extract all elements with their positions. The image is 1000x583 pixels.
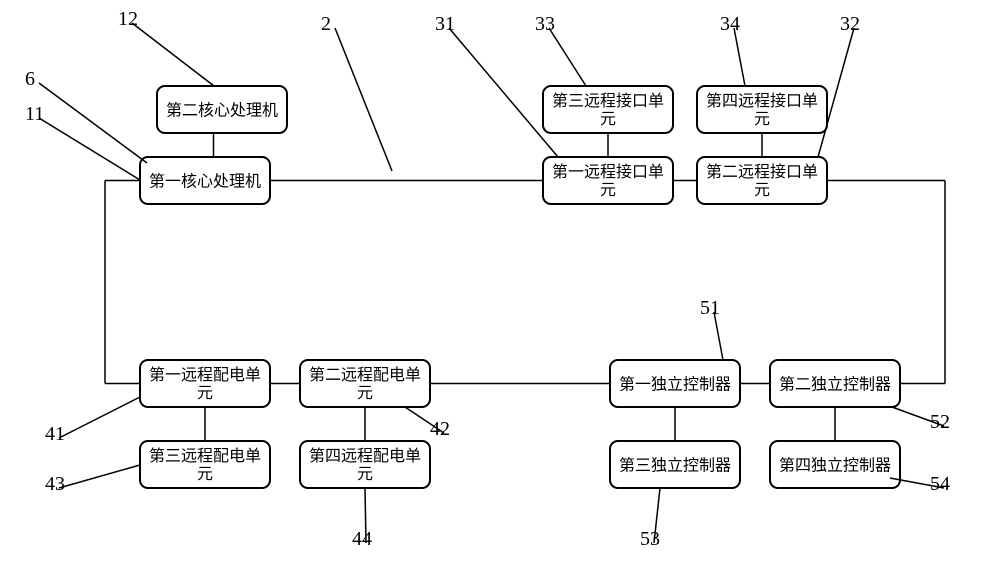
callout-leader <box>59 465 140 488</box>
callout-34: 34 <box>720 13 740 35</box>
callout-33: 33 <box>535 13 555 35</box>
node-label: 元 <box>357 466 373 483</box>
callout-51: 51 <box>700 297 720 319</box>
callout-leader <box>132 23 214 86</box>
node-label: 第二核心处理机 <box>166 102 278 120</box>
node-label: 第三远程接口单 <box>552 92 664 110</box>
remote-interface-unit-4: 第四远程接口单元 <box>697 86 827 133</box>
node-label: 第三独立控制器 <box>619 457 731 475</box>
node-label: 第二远程配电单 <box>309 366 421 384</box>
callout-6: 6 <box>25 68 35 90</box>
node-label: 第一核心处理机 <box>149 173 261 191</box>
callout-2: 2 <box>321 13 331 35</box>
node-label: 第二独立控制器 <box>779 376 891 394</box>
node-label: 第四远程配电单 <box>309 447 421 465</box>
core-processor-2: 第二核心处理机 <box>157 86 287 133</box>
node-label: 第一远程接口单 <box>552 163 664 181</box>
node-label: 元 <box>357 385 373 402</box>
node-label: 第四独立控制器 <box>779 457 891 475</box>
callout-42: 42 <box>430 418 450 440</box>
node-label: 元 <box>197 466 213 483</box>
callout-53: 53 <box>640 528 660 550</box>
node-label: 元 <box>754 182 770 199</box>
remote-power-unit-4: 第四远程配电单元 <box>300 441 430 488</box>
node-label: 第一远程配电单 <box>149 366 261 384</box>
remote-power-unit-3: 第三远程配电单元 <box>140 441 270 488</box>
remote-interface-unit-1: 第一远程接口单元 <box>543 157 673 204</box>
callout-41: 41 <box>45 423 65 445</box>
callout-11: 11 <box>25 103 44 125</box>
node-label: 元 <box>600 182 616 199</box>
callout-leader <box>714 312 723 360</box>
independent-controller-3: 第三独立控制器 <box>610 441 740 488</box>
callout-52: 52 <box>930 411 950 433</box>
callout-leader <box>449 28 558 157</box>
callout-44: 44 <box>352 528 372 550</box>
callout-12: 12 <box>118 8 138 30</box>
node-label: 元 <box>754 111 770 128</box>
callout-32: 32 <box>840 13 860 35</box>
core-processor-1: 第一核心处理机 <box>140 157 270 204</box>
remote-interface-unit-3: 第三远程接口单元 <box>543 86 673 133</box>
node-label: 元 <box>197 385 213 402</box>
node-label: 元 <box>600 111 616 128</box>
callout-leader <box>734 28 745 86</box>
remote-power-unit-1: 第一远程配电单元 <box>140 360 270 407</box>
callout-43: 43 <box>45 473 65 495</box>
node-label: 第三远程配电单 <box>149 447 261 465</box>
independent-controller-4: 第四独立控制器 <box>770 441 900 488</box>
callout-leader <box>549 28 586 86</box>
callout-leader <box>335 28 392 171</box>
callout-leader <box>39 118 140 180</box>
remote-power-unit-2: 第二远程配电单元 <box>300 360 430 407</box>
node-label: 第二远程接口单 <box>706 163 818 181</box>
node-label: 第四远程接口单 <box>706 92 818 110</box>
remote-interface-unit-2: 第二远程接口单元 <box>697 157 827 204</box>
independent-controller-1: 第一独立控制器 <box>610 360 740 407</box>
callout-leader <box>59 397 140 438</box>
callout-54: 54 <box>930 473 950 495</box>
independent-controller-2: 第二独立控制器 <box>770 360 900 407</box>
node-label: 第一独立控制器 <box>619 376 731 394</box>
callout-31: 31 <box>435 13 455 35</box>
